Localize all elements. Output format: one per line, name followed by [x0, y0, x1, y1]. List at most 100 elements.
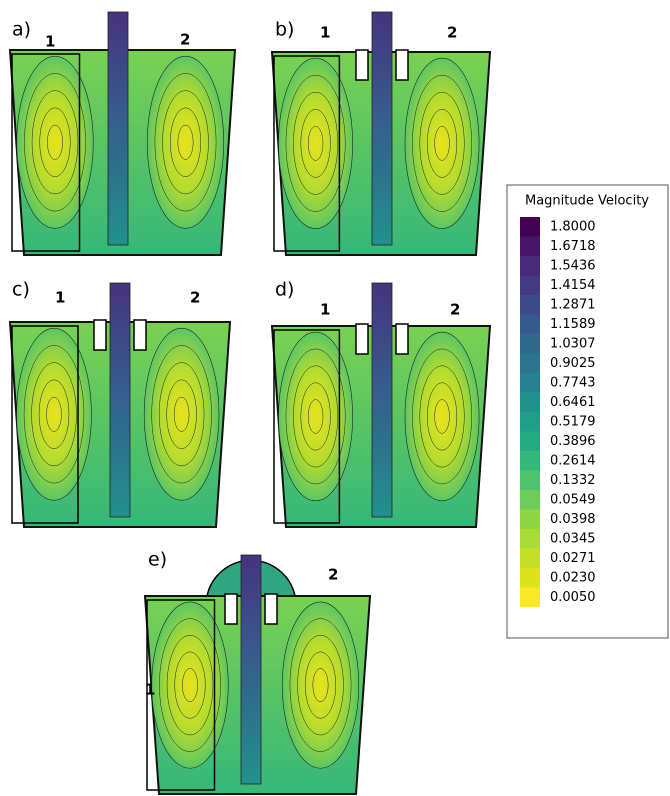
zone-label: 1	[145, 681, 155, 699]
streamline	[419, 365, 465, 468]
streamline	[426, 382, 458, 451]
shaft	[107, 11, 129, 246]
zone-label: 2	[180, 31, 190, 49]
panel-label: b)	[275, 19, 294, 41]
streamline	[293, 91, 339, 195]
zone-box	[11, 325, 79, 524]
zone-label: 2	[328, 566, 338, 584]
streamline	[307, 126, 324, 161]
zone-box	[11, 53, 81, 252]
legend-swatch	[520, 529, 540, 549]
legend-swatch	[520, 236, 540, 256]
port	[93, 319, 107, 351]
legend-swatch	[520, 256, 540, 276]
zone-label: 1	[320, 24, 330, 42]
legend-label: 0.7743	[550, 376, 596, 391]
streamline	[151, 345, 212, 484]
streamline	[434, 399, 450, 434]
legend-label: 1.5436	[550, 259, 596, 274]
streamline	[419, 91, 465, 195]
streamline	[300, 382, 331, 451]
shaft	[371, 11, 393, 246]
legend-label: 0.3896	[550, 434, 596, 449]
zone-label: 2	[190, 289, 200, 307]
port	[355, 49, 369, 81]
streamline	[154, 73, 217, 212]
streamline	[297, 634, 344, 736]
streamline	[289, 618, 352, 752]
legend-label: 0.6461	[550, 395, 596, 410]
panel: a) 1 2	[8, 11, 237, 256]
legend-swatch	[520, 217, 540, 237]
panel-label: c)	[12, 279, 30, 301]
zone-label: 1	[45, 33, 55, 51]
port	[395, 49, 409, 81]
legend-label: 1.6718	[550, 239, 596, 254]
vortex	[16, 327, 92, 501]
vortex	[404, 331, 480, 502]
streamline	[177, 124, 194, 160]
legend-label: 1.8000	[550, 220, 596, 235]
streamline	[300, 108, 331, 178]
vortex	[146, 55, 225, 229]
panel-label: e)	[148, 549, 167, 571]
streamline	[47, 124, 63, 160]
legend-title: Magnitude Velocity	[525, 194, 649, 209]
streamline	[169, 107, 202, 177]
legend-swatch	[520, 392, 540, 412]
streamline	[162, 90, 209, 195]
port	[224, 593, 238, 625]
legend-label: 0.0345	[550, 532, 596, 547]
zone-label: 2	[450, 301, 460, 319]
legend-swatch	[520, 470, 540, 490]
legend-swatch	[520, 314, 540, 334]
streamline	[166, 634, 214, 736]
port	[395, 323, 409, 355]
zone-box	[273, 329, 341, 524]
zone-label: 1	[55, 289, 65, 307]
panel-label: a)	[12, 19, 31, 41]
streamline	[24, 73, 86, 212]
zone-label: 1	[320, 301, 330, 319]
legend-label: 1.2871	[550, 298, 596, 313]
streamline	[158, 362, 205, 467]
streamline	[182, 668, 198, 702]
vortex	[278, 57, 353, 229]
streamline	[312, 668, 329, 702]
legend-label: 0.9025	[550, 356, 596, 371]
streamline	[426, 108, 458, 178]
vortex	[143, 327, 220, 501]
legend-label: 1.4154	[550, 278, 596, 293]
legend-swatch	[520, 353, 540, 373]
shaft	[109, 282, 131, 518]
streamline	[23, 345, 85, 484]
streamline	[166, 379, 197, 449]
legend-label: 0.0549	[550, 493, 596, 508]
legend-swatch	[520, 568, 540, 588]
legend-swatch	[520, 412, 540, 432]
panel: d) 1 2	[270, 279, 492, 528]
panel-label: d)	[275, 279, 294, 301]
streamline	[31, 90, 79, 195]
legend-swatch	[520, 548, 540, 568]
legend-label: 0.0050	[550, 590, 596, 605]
streamline	[412, 74, 472, 212]
streamline	[46, 396, 62, 432]
streamline	[174, 651, 206, 719]
streamline	[285, 74, 346, 212]
legend-swatch	[520, 587, 540, 607]
streamline	[159, 618, 221, 752]
legend-label: 0.2614	[550, 454, 596, 469]
port	[133, 319, 147, 351]
legend-swatch	[520, 295, 540, 315]
legend-swatch	[520, 275, 540, 295]
port	[355, 323, 369, 355]
port	[264, 593, 278, 625]
legend-label: 1.0307	[550, 337, 596, 352]
legend-label: 0.0398	[550, 512, 596, 527]
legend-swatch	[520, 509, 540, 529]
streamline	[293, 365, 339, 468]
legend-label: 0.5179	[550, 415, 596, 430]
legend-label: 1.1589	[550, 317, 596, 332]
